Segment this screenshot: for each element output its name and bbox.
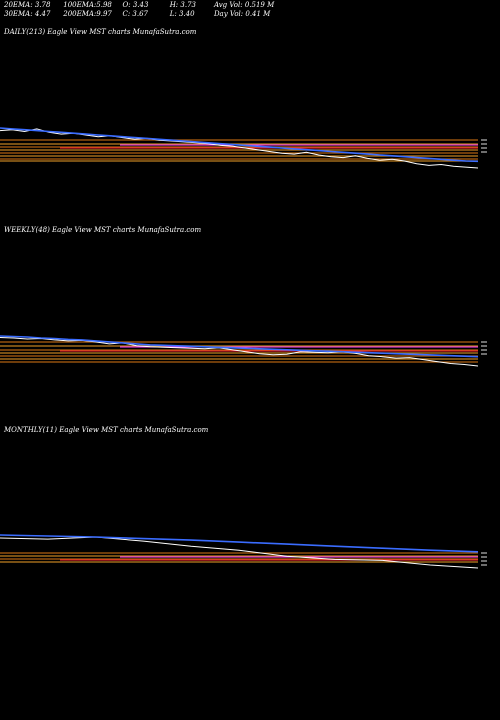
low-readout: L: 3.40 <box>169 10 195 18</box>
day-vol-readout: Day Vol: 0.41 M <box>213 10 271 18</box>
indicator-row-1: 20EMA: 3.78 100EMA:5.98 O: 3.43 H: 3.73 … <box>4 1 274 9</box>
weekly-series-ema <box>0 335 479 358</box>
ema30-readout: 30EMA: 4.47 <box>4 10 51 18</box>
daily-chart-title: DAILY(213) Eagle View MST charts MunafaS… <box>4 28 197 36</box>
weekly-chart-title: WEEKLY(48) Eagle View MST charts MunafaS… <box>4 226 202 234</box>
monthly-chart-title: MONTHLY(11) Eagle View MST charts Munafa… <box>4 426 209 434</box>
monthly-series-price <box>0 536 479 569</box>
indicator-row-2: 30EMA: 4.47 200EMA:9.97 C: 3.67 L: 3.40 … <box>4 10 270 18</box>
open-readout: O: 3.43 <box>122 1 149 9</box>
ema100-readout: 100EMA:5.98 <box>63 1 112 9</box>
ema200-readout: 200EMA:9.97 <box>63 10 112 18</box>
high-readout: H: 3.73 <box>169 1 196 9</box>
daily-series-ema <box>0 127 479 163</box>
close-readout: C: 3.67 <box>122 10 149 18</box>
monthly-series-ema <box>0 534 479 553</box>
avg-vol-readout: Avg Vol: 0.519 M <box>213 1 275 9</box>
ema20-readout: 20EMA: 3.78 <box>4 1 51 9</box>
